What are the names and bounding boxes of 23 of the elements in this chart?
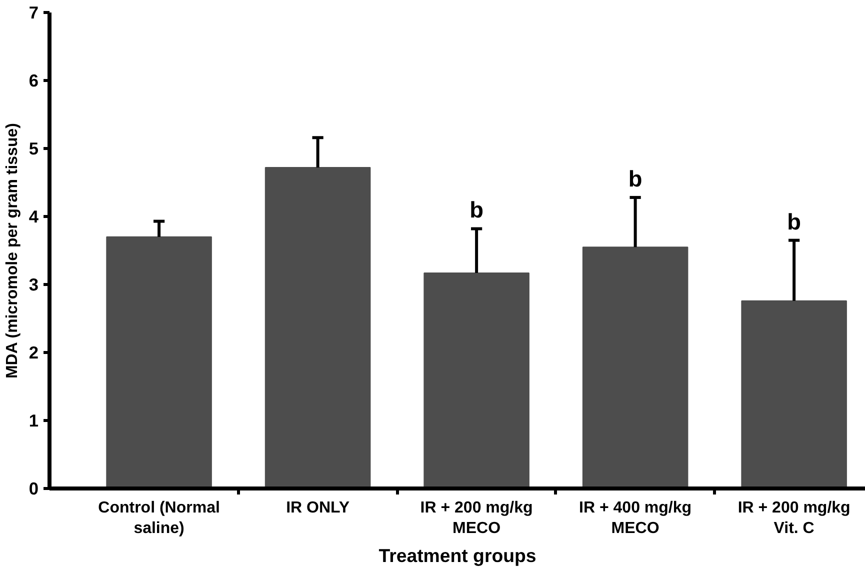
annotation: b [787, 208, 801, 234]
x-tick-label: IR + 200 mg/kg Vit. C [738, 500, 850, 537]
x-axis-title: Treatment groups [378, 544, 536, 566]
x-tick-label: Control (Normal saline) [98, 500, 220, 537]
bar [741, 300, 847, 488]
y-tick-label: 4 [28, 206, 39, 226]
y-tick-label: 2 [28, 342, 39, 362]
y-tick-label: 3 [28, 274, 39, 294]
bar [424, 272, 530, 488]
x-tick-label: IR + 400 mg/kg MECO [579, 500, 692, 537]
bar [582, 246, 688, 488]
annotation: b [470, 196, 484, 223]
bar [264, 167, 371, 488]
x-tick-label: IR + 200 mg/kg MECO [420, 500, 533, 537]
y-tick-label: 1 [28, 410, 39, 430]
x-tick-label: IR ONLY [286, 500, 350, 516]
y-axis-title: MDA (micromole per gram tissue) [4, 123, 21, 379]
y-tick-label: 0 [28, 478, 39, 498]
y-tick-label: 5 [28, 138, 39, 158]
annotation: b [628, 165, 642, 192]
bar [106, 236, 212, 488]
y-tick-label: 6 [28, 70, 39, 90]
y-tick-label: 7 [28, 2, 39, 22]
